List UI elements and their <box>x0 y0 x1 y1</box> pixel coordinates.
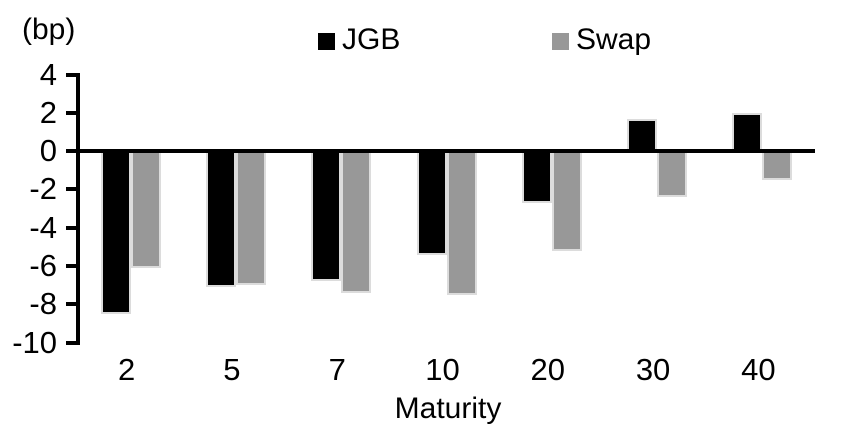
bar-swap-7 <box>341 151 372 293</box>
x-tick-label: 7 <box>328 352 346 387</box>
y-axis-line <box>76 72 80 345</box>
y-tick-label: -10 <box>12 324 57 360</box>
y-tick-mark <box>66 149 77 154</box>
y-axis-unit-label: (bp) <box>22 13 76 46</box>
bar-jgb-30 <box>627 118 658 152</box>
legend-item-swap: Swap <box>552 22 651 58</box>
y-tick-mark <box>66 340 77 345</box>
bar-swap-40 <box>762 151 793 180</box>
jgb-legend-swatch-icon <box>318 32 335 50</box>
bar-swap-5 <box>235 151 266 286</box>
x-tick-label: 2 <box>118 352 136 387</box>
legend-label-jgb: JGB <box>342 23 401 56</box>
bar-jgb-5 <box>205 151 236 288</box>
y-tick-label: 4 <box>39 56 57 92</box>
y-tick-mark <box>66 302 77 307</box>
x-tick-label: 30 <box>635 352 671 387</box>
y-tick-label: -6 <box>29 248 57 284</box>
bar-jgb-2 <box>100 151 131 314</box>
bar-jgb-40 <box>732 112 763 152</box>
y-tick-mark <box>66 225 77 230</box>
legend-label-swap: Swap <box>576 23 652 56</box>
x-axis-title: Maturity <box>394 392 502 425</box>
y-tick-mark <box>66 110 77 115</box>
y-tick-mark <box>66 72 77 77</box>
y-tick-label: 2 <box>39 94 57 130</box>
bar-swap-30 <box>657 151 688 198</box>
y-tick-label: -4 <box>29 209 57 245</box>
bar-jgb-10 <box>416 151 447 255</box>
y-tick-label: -2 <box>29 171 57 207</box>
x-tick-label: 10 <box>425 352 460 387</box>
y-tick-mark <box>66 264 77 269</box>
bar-swap-10 <box>446 151 477 295</box>
legend-item-jgb: JGB <box>318 22 400 58</box>
y-tick-label: -8 <box>29 286 57 322</box>
x-tick-label: 20 <box>530 352 566 387</box>
swap-legend-swatch-icon <box>552 32 569 50</box>
zero-axis-line <box>78 149 815 153</box>
y-tick-mark <box>66 187 77 192</box>
x-tick-label: 5 <box>223 352 241 387</box>
bar-swap-2 <box>130 151 161 268</box>
bar-jgb-7 <box>311 151 342 282</box>
y-tick-label: 0 <box>39 133 57 169</box>
bar-jgb-20 <box>521 151 552 203</box>
x-tick-label: 40 <box>741 352 776 387</box>
bar-swap-20 <box>551 151 582 251</box>
